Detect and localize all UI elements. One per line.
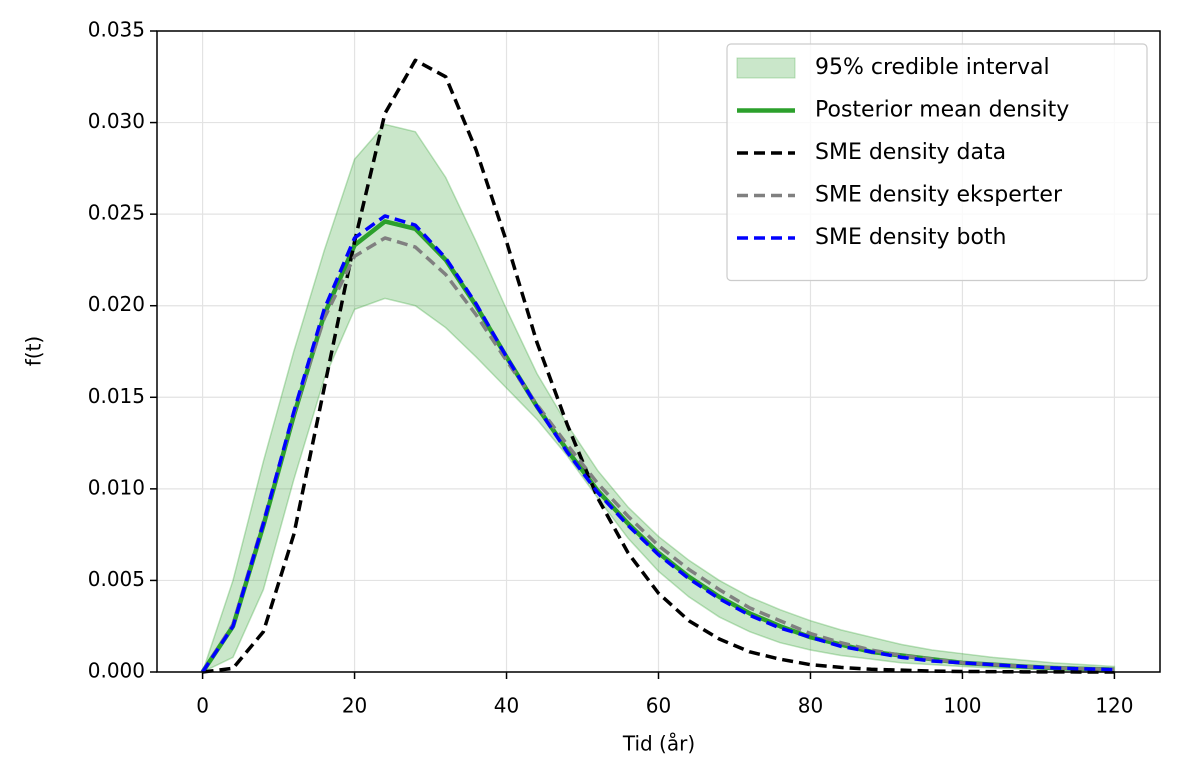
line (201, 236, 1115, 673)
legend-swatch (736, 57, 796, 79)
x-tick-label: 120 (1095, 694, 1133, 718)
y-axis-label: f(t) (22, 336, 46, 367)
y-tick-label: 0.000 (88, 659, 145, 683)
legend: 95% credible interval Posterior mean dens… (726, 43, 1148, 282)
legend-label: SME density eksperter (815, 183, 1063, 208)
legend-label: SME density data (815, 140, 1006, 165)
y-tick-label: 0.030 (88, 109, 145, 133)
y-tick-label: 0.035 (88, 18, 145, 42)
y-tick-label: 0.005 (88, 567, 145, 591)
x-axis-label: Tid (år) (622, 732, 695, 756)
x-tick-label: 40 (494, 694, 519, 718)
legend-label: Posterior mean density (815, 98, 1069, 123)
y-tick-label: 0.020 (88, 292, 145, 316)
x-tick-label: 80 (798, 694, 823, 718)
x-tick-label: 60 (646, 694, 671, 718)
x-tick-label: 0 (196, 694, 209, 718)
x-tick-label: 20 (342, 694, 367, 718)
y-tick-label: 0.010 (88, 475, 145, 499)
y-tick-label: 0.015 (88, 384, 145, 408)
legend-box (726, 43, 1148, 282)
line (201, 214, 1115, 673)
y-tick-label: 0.025 (88, 201, 145, 225)
legend-label: 95% credible interval (815, 55, 1050, 80)
x-tick-label: 100 (943, 694, 981, 718)
plot-frame (156, 30, 1161, 673)
legend-label: SME density both (815, 225, 1007, 250)
